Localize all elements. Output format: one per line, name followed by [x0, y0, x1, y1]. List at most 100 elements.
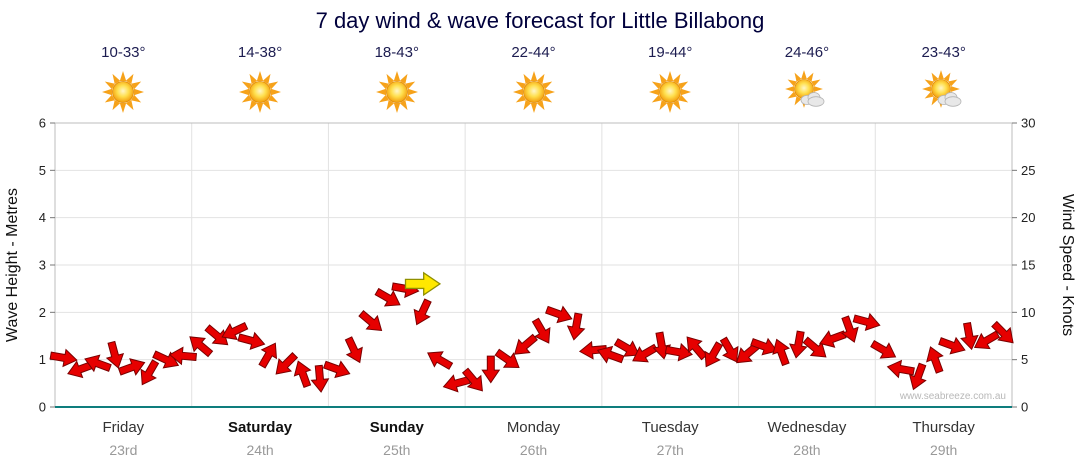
- weather-icon-wrap: [100, 69, 146, 115]
- wind-arrow: [632, 343, 659, 363]
- wind-arrow: [427, 351, 454, 370]
- day-date: 29th: [930, 442, 958, 458]
- wind-arrow: [531, 317, 551, 344]
- wind-arrow: [870, 339, 897, 359]
- wind-arrow: [613, 338, 640, 357]
- temp-label: 14-38°: [237, 44, 283, 61]
- wind-arrow: [49, 348, 78, 368]
- right-tick-label: 0: [1021, 400, 1028, 415]
- right-tick-label: 10: [1021, 305, 1035, 320]
- day-header: 23-43°: [921, 44, 967, 115]
- day-date: 23rd: [109, 442, 138, 458]
- wind-arrow: [293, 360, 312, 388]
- wind-arrow: [204, 324, 229, 346]
- left-tick-label: 2: [39, 305, 46, 320]
- day-name: Sunday: [369, 419, 424, 436]
- day-header: 22-44°: [511, 44, 557, 115]
- right-tick-label: 30: [1021, 116, 1035, 131]
- day-header: 18-43°: [374, 44, 420, 115]
- day-header: 10-33°: [100, 44, 146, 115]
- weather-icon-wrap: [511, 69, 557, 115]
- day-name: Thursday: [912, 419, 975, 436]
- partly-cloudy-icon: [921, 70, 962, 108]
- right-tick-label: 25: [1021, 163, 1035, 178]
- sunny-icon: [512, 71, 555, 113]
- wind-arrow: [322, 360, 351, 379]
- wind-arrow: [258, 342, 278, 369]
- wind-arrow: [84, 354, 112, 373]
- wind-arrow: [189, 336, 214, 358]
- wind-arrow: [461, 367, 483, 392]
- weather-icon-wrap: [647, 69, 693, 115]
- wind-arrow: [374, 287, 401, 307]
- day-name: Wednesday: [767, 419, 847, 436]
- weather-icon-wrap: [374, 69, 420, 115]
- wind-arrow: [237, 331, 266, 350]
- wind-arrow: [789, 330, 808, 359]
- sunny-icon: [102, 71, 145, 113]
- temp-label: 10-33°: [101, 44, 146, 61]
- day-header: 19-44°: [647, 44, 693, 115]
- wind-arrow: [566, 312, 586, 341]
- right-tick-label: 20: [1021, 210, 1035, 225]
- wind-arrow: [310, 364, 330, 393]
- sunny-icon: [239, 71, 282, 113]
- wind-arrow: [802, 336, 827, 358]
- right-tick-label: 15: [1021, 258, 1035, 273]
- day-header: 24-46°: [784, 44, 830, 115]
- wind-arrow: [926, 346, 944, 374]
- wind-arrow: [513, 333, 538, 355]
- left-tick-label: 0: [39, 400, 46, 415]
- sunny-icon: [649, 71, 692, 113]
- wind-arrow: [908, 362, 927, 391]
- temp-label: 22-44°: [511, 44, 556, 61]
- wind-arrow: [117, 358, 146, 376]
- left-tick-label: 1: [39, 352, 46, 367]
- partly-cloudy-icon: [785, 70, 825, 108]
- peak-wind-arrow: [404, 271, 442, 297]
- temp-label: 24-46°: [784, 44, 830, 61]
- wind-arrow: [819, 330, 847, 348]
- wind-arrow: [852, 312, 881, 332]
- temp-label: 23-43°: [921, 44, 966, 61]
- left-tick-label: 5: [39, 163, 46, 178]
- wind-arrow: [481, 355, 501, 384]
- right-axis-label: Wind Speed - Knots: [1059, 193, 1076, 337]
- weather-icon-wrap: [237, 69, 283, 115]
- wind-arrow: [105, 340, 125, 369]
- wind-arrow: [840, 315, 859, 343]
- wind-arrow: [494, 348, 520, 368]
- wind-arrow: [973, 330, 1001, 350]
- wind-arrow: [991, 320, 1014, 344]
- day-name: Monday: [506, 419, 561, 436]
- temp-label: 19-44°: [648, 44, 693, 61]
- left-tick-label: 3: [39, 258, 46, 273]
- day-name: Tuesday: [641, 419, 699, 436]
- day-date: 25th: [383, 442, 411, 458]
- watermark: www.seabreeze.com.au: [899, 391, 1006, 402]
- day-date: 27th: [656, 442, 684, 458]
- day-name: Friday: [102, 419, 145, 436]
- wind-arrow: [221, 321, 249, 341]
- wind-arrow: [358, 310, 383, 332]
- weather-icon-wrap: [784, 69, 830, 115]
- wind-arrow: [750, 337, 778, 356]
- wind-arrow: [664, 342, 693, 362]
- wind-arrow: [772, 338, 791, 367]
- weather-icon-wrap: [921, 69, 967, 115]
- sunny-icon: [375, 71, 418, 113]
- wind-arrow: [545, 305, 573, 324]
- wind-arrow: [168, 346, 197, 366]
- wind-arrow: [938, 336, 966, 355]
- day-name: Saturday: [227, 419, 293, 436]
- wind-arrow: [886, 359, 915, 379]
- wind-arrow: [344, 336, 363, 364]
- wind-arrow: [275, 352, 299, 375]
- wind-arrow: [578, 340, 608, 360]
- wind-arrow: [719, 336, 739, 363]
- day-header: 14-38°: [237, 44, 283, 115]
- wind-arrow: [413, 298, 432, 326]
- wind-arrow: [140, 359, 160, 386]
